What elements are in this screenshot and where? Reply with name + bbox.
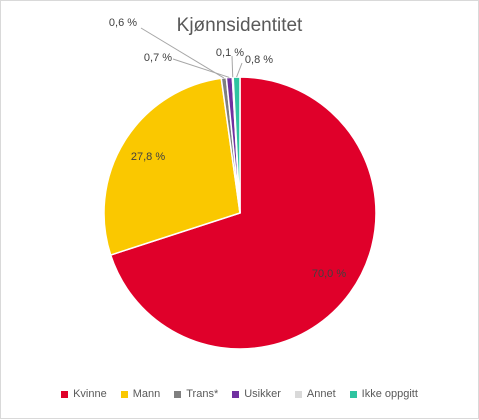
legend-swatch-mann	[120, 390, 128, 398]
legend-label-annet: Annet	[306, 388, 336, 400]
data-label-usikker: 0,7 %	[144, 52, 172, 64]
data-label-kvinne: 70,0 %	[312, 268, 346, 280]
leader-line-annet	[231, 55, 234, 78]
legend-swatch-trans	[174, 390, 182, 398]
legend-swatch-ikke-oppgitt	[349, 390, 357, 398]
legend-label-usikker: Usikker	[244, 388, 281, 400]
legend-swatch-usikker	[232, 390, 240, 398]
legend-label-ikke-oppgitt: Ikke oppgitt	[361, 388, 418, 400]
legend-swatch-annet	[294, 390, 302, 398]
leader-line-trans	[140, 27, 225, 79]
legend-label-kvinne: Kvinne	[73, 388, 107, 400]
chart-legend: Kvinne Mann Trans* Usikker Annet Ikke oppgitt	[1, 388, 478, 400]
legend-item-annet: Annet	[294, 388, 336, 400]
data-label-trans: 0,6 %	[109, 17, 137, 29]
leader-line-usikker	[172, 58, 230, 78]
leader-line-ikke-oppgitt	[236, 62, 243, 78]
pie-slice-mann	[103, 77, 241, 256]
pie-slice-kvinne	[109, 76, 377, 350]
legend-item-kvinne: Kvinne	[61, 388, 107, 400]
legend-item-ikke-oppgitt: Ikke oppgitt	[349, 388, 418, 400]
legend-item-usikker: Usikker	[232, 388, 281, 400]
data-label-ikke-oppgitt: 0,8 %	[245, 54, 273, 66]
data-label-annet: 0,1 %	[216, 47, 244, 59]
legend-item-trans: Trans*	[174, 388, 218, 400]
legend-swatch-kvinne	[61, 390, 69, 398]
legend-label-trans: Trans*	[186, 388, 219, 400]
legend-label-mann: Mann	[132, 388, 161, 400]
data-label-mann: 27,8 %	[131, 151, 165, 163]
chart-title: Kjønnsidentitet	[176, 15, 303, 36]
legend-item-mann: Mann	[120, 388, 161, 400]
